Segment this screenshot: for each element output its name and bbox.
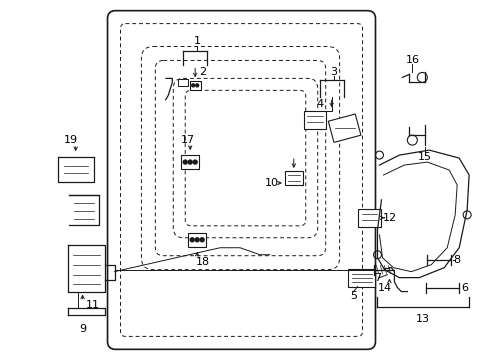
Circle shape (200, 238, 203, 242)
Bar (178, 79, 188, 86)
Text: 8: 8 (453, 255, 460, 265)
Bar (285, 171, 302, 185)
Bar (347, 269, 375, 287)
Text: 13: 13 (415, 314, 429, 324)
Text: 14: 14 (377, 283, 391, 293)
Text: 5: 5 (349, 291, 356, 301)
Text: 6: 6 (461, 283, 468, 293)
Text: 18: 18 (196, 257, 210, 267)
Text: 17: 17 (181, 135, 195, 145)
Text: 3: 3 (329, 67, 336, 77)
Circle shape (191, 84, 194, 87)
Text: 12: 12 (382, 213, 396, 223)
Circle shape (193, 160, 197, 164)
Circle shape (195, 238, 199, 242)
Bar (303, 111, 325, 129)
FancyBboxPatch shape (107, 11, 375, 349)
Text: 11: 11 (85, 300, 100, 310)
Circle shape (190, 238, 194, 242)
Circle shape (188, 160, 192, 164)
Bar (357, 209, 381, 227)
Bar (181, 155, 199, 169)
Circle shape (183, 160, 187, 164)
Text: 19: 19 (63, 135, 78, 145)
Text: 9: 9 (79, 324, 86, 334)
Text: 1: 1 (193, 36, 200, 46)
Text: 10: 10 (264, 178, 278, 188)
Text: 4: 4 (316, 99, 323, 109)
Text: 2: 2 (199, 67, 206, 77)
Circle shape (195, 84, 198, 87)
Text: 16: 16 (405, 55, 419, 66)
Bar (188, 233, 206, 247)
Text: 15: 15 (417, 152, 431, 162)
Text: 7: 7 (373, 273, 380, 283)
Bar (327, 114, 360, 143)
Bar (189, 81, 200, 90)
